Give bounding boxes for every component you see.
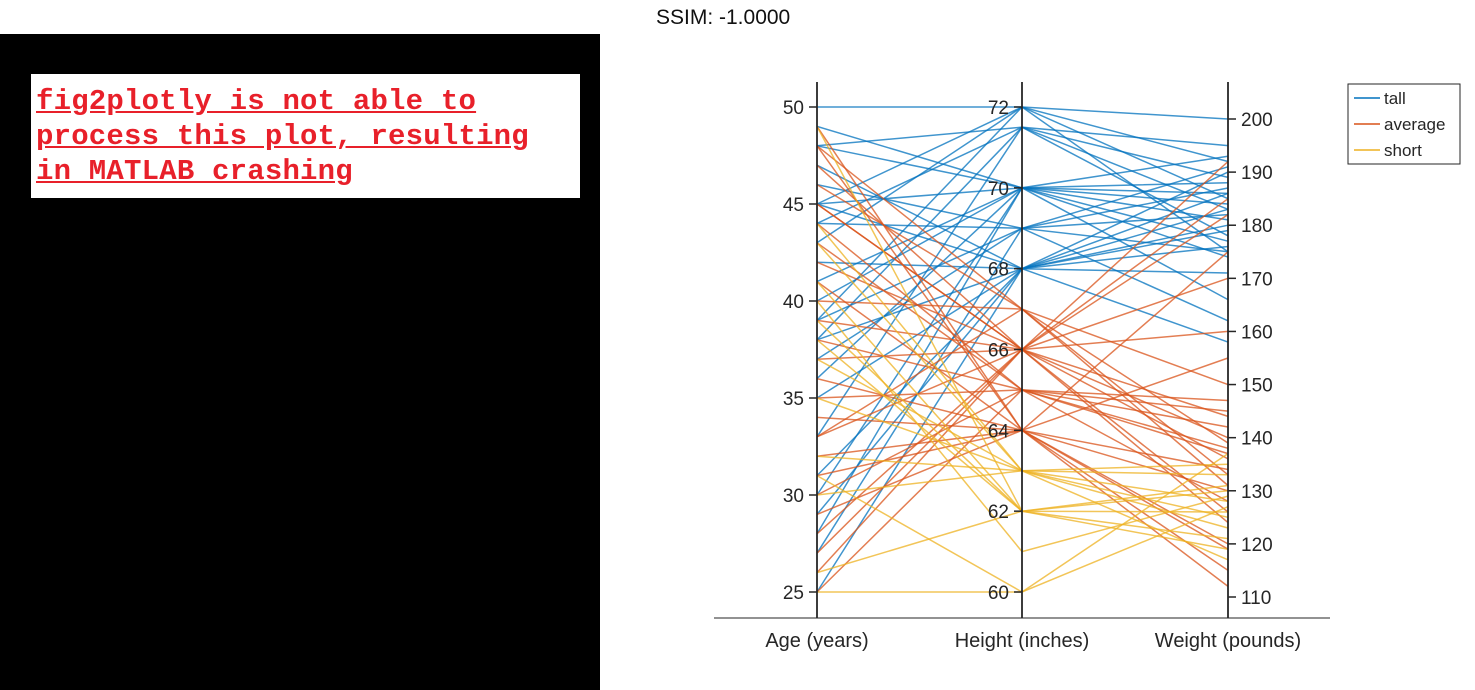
legend-label-tall: tall: [1384, 89, 1406, 108]
error-message-box: fig2plotly is not able to process this p…: [31, 74, 580, 198]
axis-2-tick-label-130: 130: [1241, 482, 1273, 503]
axis-0-tick-label-50: 50: [783, 98, 804, 119]
axis-1-tick-label-62: 62: [988, 502, 1009, 523]
axis-title-0: Age (years): [765, 630, 868, 652]
legend-label-average: average: [1384, 115, 1445, 134]
axis-title-2: Weight (pounds): [1155, 630, 1301, 652]
axis-1-tick-label-60: 60: [988, 583, 1009, 604]
axis-2-tick-label-120: 120: [1241, 535, 1273, 556]
axis-2-tick-label-170: 170: [1241, 269, 1273, 290]
axis-0-tick-label-40: 40: [783, 292, 804, 313]
axis-2-tick-label-190: 190: [1241, 163, 1273, 184]
axis-1-tick-label-68: 68: [988, 260, 1009, 281]
error-panel: fig2plotly is not able to process this p…: [0, 34, 600, 690]
legend-label-short: short: [1384, 141, 1422, 160]
axis-2-tick-label-150: 150: [1241, 376, 1273, 397]
legend: tall average short: [1347, 83, 1461, 165]
axis-1-tick-label-70: 70: [988, 179, 1009, 200]
axis-2-tick-label-140: 140: [1241, 429, 1273, 450]
axis-2-tick-label-160: 160: [1241, 322, 1273, 343]
axis-1-tick-label-66: 66: [988, 341, 1009, 362]
parallel-coordinates-plot: 25 30 35 40 45 50 Age (years) 60 62 64 66 68 70 72 Hei…: [714, 82, 1461, 652]
error-message: fig2plotly is not able to process this p…: [36, 85, 529, 188]
axis-title-1: Height (inches): [955, 630, 1090, 652]
axis-0-tick-label-30: 30: [783, 486, 804, 507]
axis-0-tick-label-45: 45: [783, 195, 804, 216]
ssim-label: SSIM: -1.0000: [656, 6, 791, 29]
axis-2-tick-label-110: 110: [1241, 588, 1271, 609]
axes: 25 30 35 40 45 50 Age (years) 60 62 64 66 68 70 72 Hei…: [714, 82, 1330, 652]
axis-2-tick-label-180: 180: [1241, 216, 1273, 237]
axis-1-tick-label-64: 64: [988, 421, 1010, 442]
axis-0-tick-label-35: 35: [783, 389, 804, 410]
axis-2-tick-label-200: 200: [1241, 110, 1273, 131]
axis-1-tick-label-72: 72: [988, 98, 1009, 119]
axis-0-tick-label-25: 25: [783, 583, 804, 604]
